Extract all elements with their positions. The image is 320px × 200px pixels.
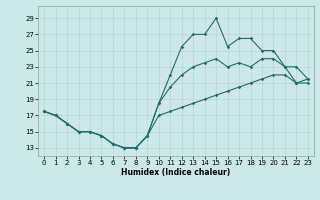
X-axis label: Humidex (Indice chaleur): Humidex (Indice chaleur) [121, 168, 231, 177]
